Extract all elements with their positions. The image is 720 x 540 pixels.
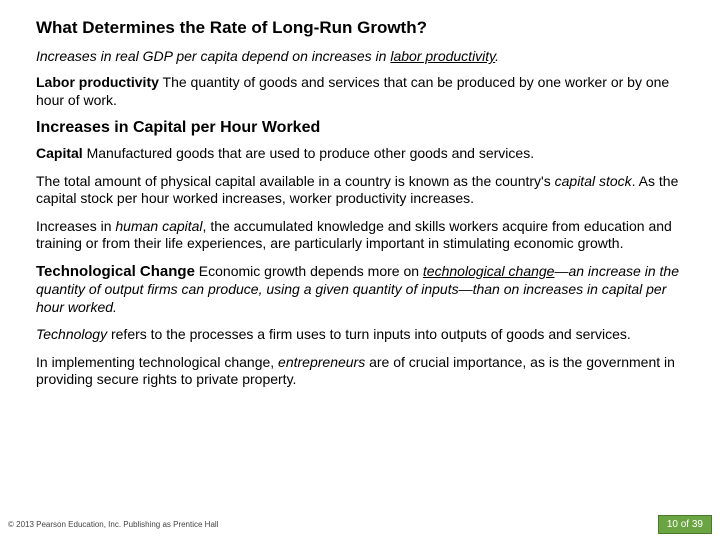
term-tech-change: technological change bbox=[423, 263, 555, 279]
term-capital: Capital bbox=[36, 145, 83, 161]
footer: © 2013 Pearson Education, Inc. Publishin… bbox=[8, 515, 712, 534]
p3a: The total amount of physical capital ava… bbox=[36, 173, 555, 189]
term-labor-productivity: Labor productivity bbox=[36, 74, 159, 90]
p7a: In implementing technological change, bbox=[36, 354, 278, 370]
labor-productivity-def: Labor productivity The quantity of goods… bbox=[36, 74, 688, 109]
term-technology: Technology bbox=[36, 326, 107, 342]
copyright-text: © 2013 Pearson Education, Inc. Publishin… bbox=[8, 520, 218, 529]
p6b: refers to the processes a firm uses to t… bbox=[107, 326, 631, 342]
human-capital-para: Increases in human capital, the accumula… bbox=[36, 218, 688, 253]
p5a: Economic growth depends more on bbox=[195, 263, 423, 279]
intro-post: . bbox=[495, 48, 499, 64]
intro-underline: labor productivity bbox=[390, 48, 495, 64]
intro-pre: Increases in real GDP per capita depend … bbox=[36, 48, 390, 64]
page-title: What Determines the Rate of Long-Run Gro… bbox=[36, 18, 688, 38]
term-entrepreneurs: entrepreneurs bbox=[278, 354, 365, 370]
heading-capital: Increases in Capital per Hour Worked bbox=[36, 119, 688, 137]
p4a: Increases in bbox=[36, 218, 115, 234]
capital-stock-para: The total amount of physical capital ava… bbox=[36, 173, 688, 208]
term-human-capital: human capital bbox=[115, 218, 202, 234]
capital-def: Capital Manufactured goods that are used… bbox=[36, 145, 688, 163]
capital-text: Manufactured goods that are used to prod… bbox=[83, 145, 534, 161]
heading-tech-change: Technological Change bbox=[36, 263, 195, 280]
entrepreneurs-para: In implementing technological change, en… bbox=[36, 354, 688, 389]
intro-line: Increases in real GDP per capita depend … bbox=[36, 48, 688, 64]
tech-change-para: Technological Change Economic growth dep… bbox=[36, 263, 688, 317]
page-number-badge: 10 of 39 bbox=[658, 515, 712, 534]
term-capital-stock: capital stock bbox=[555, 173, 632, 189]
technology-def: Technology refers to the processes a fir… bbox=[36, 326, 688, 344]
